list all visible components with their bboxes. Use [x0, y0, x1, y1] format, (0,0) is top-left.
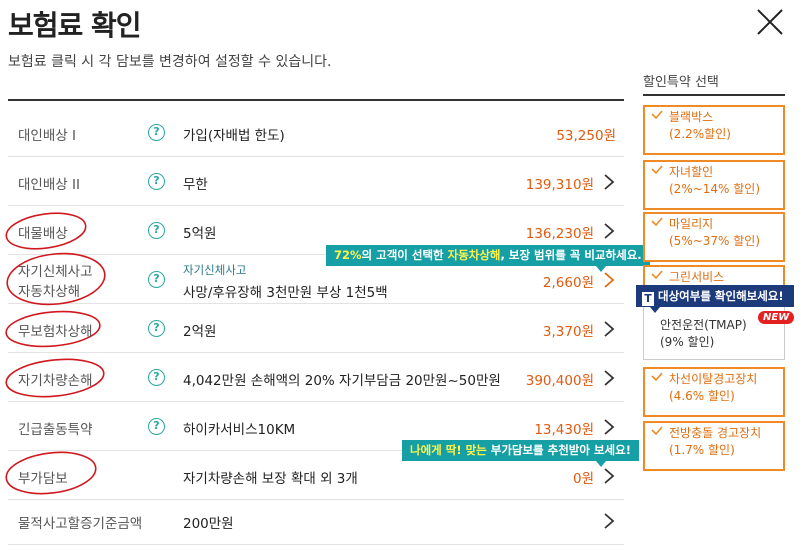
- discount-name: 차선이탈경고장치: [669, 372, 758, 386]
- check-icon: [651, 372, 663, 382]
- discount-lane-departure[interactable]: 차선이탈경고장치 (4.6% 할인): [643, 367, 785, 417]
- discount-rate: (5%~37% 할인): [669, 234, 761, 248]
- discount-rate: (2.2%할인): [669, 127, 731, 141]
- check-icon: [651, 165, 663, 175]
- extra-coverage-tooltip: 나에게 딱! 맞는 부가담보를 추천받아 보세요!: [402, 440, 639, 467]
- discount-name: 전방충돌 경고장치: [669, 426, 762, 440]
- question-icon[interactable]: ?: [148, 320, 165, 337]
- coverage-amount[interactable]: 2,660원: [542, 275, 594, 291]
- coverage-amount[interactable]: 139,310원: [525, 177, 594, 193]
- coverage-label: 대인배상 Ⅰ: [18, 128, 76, 144]
- coverage-label: 긴급출동특약: [18, 422, 93, 438]
- coverage-desc: 가입(자배법 한도): [183, 128, 285, 144]
- coverage-label: 대인배상 II: [18, 177, 80, 193]
- coverage-amount[interactable]: 3,370원: [542, 324, 594, 340]
- question-icon[interactable]: ?: [148, 222, 165, 239]
- discount-child[interactable]: 자녀할인 (2%~14% 할인): [643, 160, 785, 210]
- chevron-right-icon[interactable]: [602, 221, 616, 241]
- close-icon: [757, 9, 783, 35]
- table-row[interactable]: 부가담보 자기차량손해 보장 확대 외 3개 0원: [5, 451, 624, 500]
- discount-rate: (9% 할인): [660, 335, 715, 349]
- discount-rate: (1.7% 할인): [669, 443, 735, 457]
- new-badge: NEW: [758, 311, 795, 324]
- coverage-amount[interactable]: 53,250원: [556, 128, 616, 144]
- discount-rate: (2%~14% 할인): [669, 182, 761, 196]
- question-icon[interactable]: ?: [148, 271, 165, 288]
- page-subtitle: 보험료 클릭 시 각 담보를 변경하여 설정할 수 있습니다.: [8, 54, 332, 70]
- self-injury-tooltip: 72%의 고객이 선택한 자동차상해, 보장 범위를 꼭 비교하세요.: [326, 245, 650, 272]
- question-icon[interactable]: ?: [148, 369, 165, 386]
- tmap-tooltip: T 대상여부를 확인해보세요!: [636, 285, 794, 313]
- coverage-desc: 사망/후유장해 3천만원 부상 1천5백: [183, 285, 388, 301]
- coverage-amount[interactable]: 13,430원: [534, 422, 594, 438]
- sidebar-divider: [643, 94, 785, 96]
- table-row[interactable]: 대물배상 ? 5억원 136,230원: [5, 207, 624, 255]
- chevron-right-icon[interactable]: [602, 368, 616, 388]
- coverage-amount[interactable]: 0원: [572, 471, 594, 487]
- coverage-desc-sub: 자기신체사고: [183, 263, 247, 277]
- coverage-desc: 무한: [183, 177, 208, 193]
- coverage-desc: 5억원: [183, 226, 217, 242]
- chevron-right-icon[interactable]: [602, 319, 616, 339]
- table-row[interactable]: 자기차량손해 ? 4,042만원 손해액의 20% 자기부담금 20만원~50만…: [5, 354, 624, 402]
- coverage-label: 대물배상: [18, 226, 68, 242]
- discount-mileage[interactable]: 마일리지 (5%~37% 할인): [643, 212, 785, 262]
- discount-name: 블랙박스: [669, 110, 714, 124]
- check-icon: [651, 270, 663, 280]
- coverage-amount[interactable]: 136,230원: [525, 226, 594, 242]
- discount-name: 자녀할인: [669, 165, 714, 179]
- chevron-right-icon[interactable]: [602, 172, 616, 192]
- discount-name: 안전운전(TMAP): [660, 318, 747, 332]
- question-icon[interactable]: ?: [148, 173, 165, 190]
- coverage-label: 물적사고할증기준금액: [18, 516, 143, 532]
- table-row[interactable]: 무보험차상해 ? 2억원 3,370원: [5, 305, 624, 353]
- question-icon[interactable]: ?: [148, 418, 165, 435]
- table-top-divider: [8, 99, 624, 101]
- chevron-right-icon[interactable]: [602, 417, 616, 437]
- coverage-desc: 자기차량손해 보장 확대 외 3개: [183, 471, 358, 487]
- discount-name: 그린서비스: [669, 270, 725, 284]
- check-icon: [651, 217, 663, 227]
- coverage-desc: 200만원: [183, 516, 234, 532]
- coverage-amount[interactable]: 390,400원: [525, 373, 594, 389]
- check-icon: [651, 110, 663, 120]
- table-row[interactable]: 물적사고할증기준금액 200만원: [8, 497, 624, 545]
- chevron-right-icon[interactable]: [602, 466, 616, 486]
- table-row[interactable]: 대인배상 Ⅰ ? 가입(자배법 한도) 53,250원: [8, 109, 624, 157]
- table-row[interactable]: 긴급출동특약 ? 하이카서비스10KM 13,430원: [8, 403, 624, 451]
- chevron-right-icon[interactable]: [602, 270, 616, 290]
- coverage-desc: 2억원: [183, 324, 217, 340]
- table-row[interactable]: 대인배상 II ? 무한 139,310원: [8, 158, 624, 206]
- sidebar-title: 할인특약 선택: [643, 75, 719, 90]
- coverage-label: 무보험차상해: [18, 324, 93, 340]
- discount-rate: (4.6% 할인): [669, 389, 735, 403]
- coverage-desc: 4,042만원 손해액의 20% 자기부담금 20만원~50만원: [183, 373, 501, 389]
- coverage-label: 자기신체사고 자동차상해: [18, 264, 93, 300]
- question-icon[interactable]: ?: [148, 124, 165, 141]
- coverage-desc: 하이카서비스10KM: [183, 422, 296, 438]
- discount-name: 마일리지: [669, 217, 714, 231]
- page-title: 보험료 확인: [8, 9, 142, 42]
- chevron-right-icon[interactable]: [602, 511, 616, 531]
- check-icon: [651, 426, 663, 436]
- coverage-label: 부가담보: [18, 471, 68, 487]
- discount-forward-collision[interactable]: 전방충돌 경고장치 (1.7% 할인): [643, 421, 785, 471]
- close-button[interactable]: [754, 6, 786, 38]
- discount-blackbox[interactable]: 블랙박스 (2.2%할인): [643, 105, 785, 155]
- tmap-logo-icon: T: [642, 292, 654, 306]
- coverage-label: 자기차량손해: [18, 373, 93, 389]
